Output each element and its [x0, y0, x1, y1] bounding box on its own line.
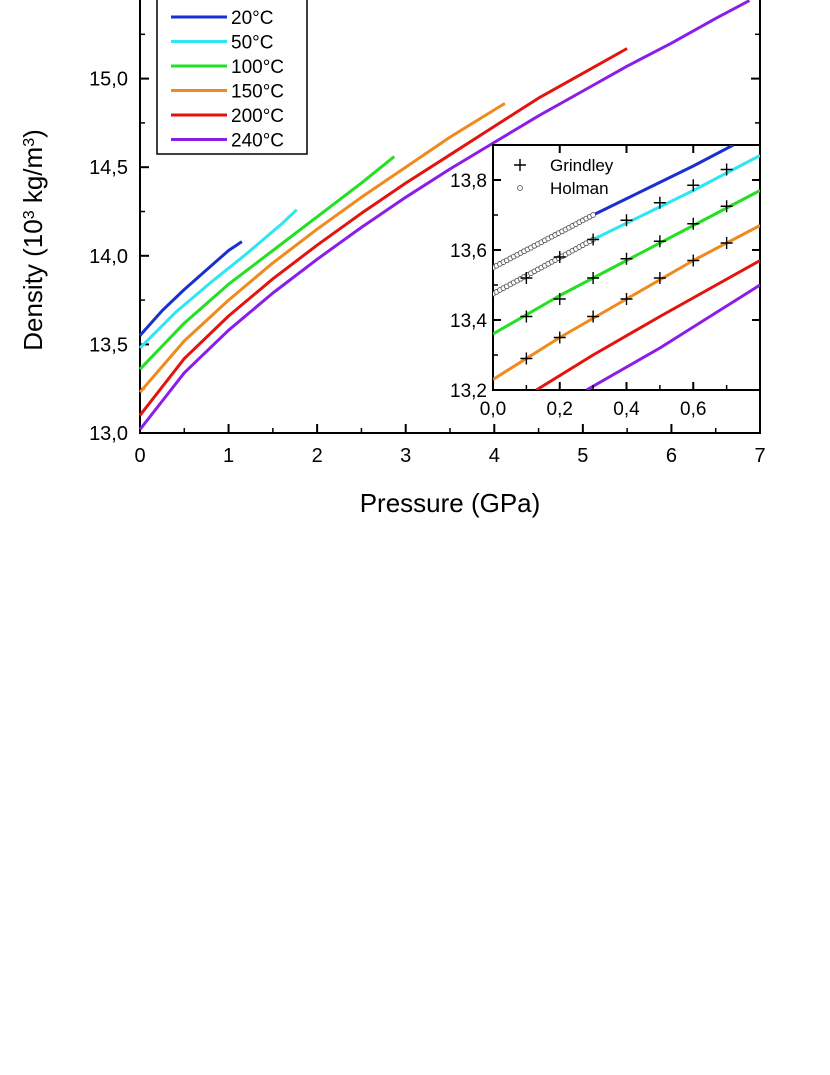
inset-y-tick-label: 13,6	[450, 241, 487, 262]
inset-series-line	[535, 259, 760, 390]
x-tick-label: 7	[754, 445, 765, 467]
grindley-marker	[720, 237, 733, 249]
series-line	[138, 47, 628, 417]
series-line	[138, 0, 751, 431]
y-tick-label: 13,5	[89, 334, 128, 356]
inset-y-tick-label: 13,4	[450, 311, 487, 332]
x-tick-label: 2	[312, 445, 323, 467]
inset-series-group	[493, 145, 760, 390]
x-tick-label: 6	[666, 445, 677, 467]
grindley-marker	[720, 163, 733, 176]
legend-label: 200°C	[231, 106, 284, 127]
grindley-marker	[520, 352, 533, 365]
inset-y-tick-label: 13,8	[450, 171, 487, 192]
legend-label: 150°C	[231, 82, 284, 103]
inset-x-tick-label: 0,0	[480, 399, 506, 420]
inset-x-tick-label: 0,4	[613, 399, 640, 420]
grindley-marker	[653, 272, 666, 284]
grindley-marker	[520, 272, 533, 284]
grindley-marker	[553, 251, 566, 263]
grindley-marker	[620, 214, 633, 227]
inset-series-line	[592, 145, 734, 217]
grindley-marker	[553, 293, 566, 305]
grindley-marker	[687, 179, 700, 192]
inset-legend-holman-label: Holman	[550, 179, 609, 198]
grindley-marker	[687, 217, 700, 230]
inset-legend-holman-symbol	[517, 185, 523, 191]
inset-plot-area: 0,0 0,2 0,4 0,6 13,2 13,4 13,6 13,8 Grindley Holm…	[450, 144, 761, 420]
legend-label: 100°C	[231, 57, 284, 78]
inset-legend-grindley-symbol	[514, 159, 526, 171]
grindley-marker	[587, 233, 600, 246]
y-tick-label: 14,0	[89, 246, 128, 268]
grindley-marker	[620, 293, 633, 305]
grindley-marker	[587, 310, 600, 323]
series-line	[138, 208, 298, 349]
grindley-marker	[520, 310, 533, 323]
legend-label: 50°C	[231, 33, 273, 54]
x-tick-label: 1	[223, 445, 234, 467]
x-tick-label: 4	[489, 445, 500, 467]
grindley-marker	[620, 252, 633, 265]
main-plot-area: 0 1 2 3 4 5 6 7 13,0 13,5 14,0 14,5 15,0 20°C 50°C 100°…	[89, 0, 766, 467]
x-tick-label: 5	[577, 445, 588, 467]
legend-label: 240°C	[231, 131, 284, 152]
series-line	[138, 155, 396, 371]
grindley-marker	[653, 196, 666, 209]
y-tick-label: 13,0	[89, 423, 128, 445]
grindley-marker	[587, 272, 600, 284]
inset-y-tick-label: 13,2	[450, 381, 487, 402]
series-line	[138, 102, 506, 394]
y-tick-label: 14,5	[89, 157, 128, 179]
y-axis-title: Density (103 kg/m3)	[18, 129, 48, 351]
legend-box	[156, 0, 308, 155]
x-tick-label: 0	[134, 445, 145, 467]
grindley-marker	[553, 331, 566, 344]
y-tick-label: 15,0	[89, 69, 128, 91]
grindley-marker	[653, 235, 666, 248]
inset-legend-grindley-label: Grindley	[550, 156, 614, 175]
inset-x-tick-label: 0,6	[680, 399, 706, 420]
grindley-marker	[687, 254, 700, 267]
holman-marker	[590, 212, 596, 218]
series-line	[138, 240, 243, 337]
density-pressure-chart: 0 1 2 3 4 5 6 7 13,0 13,5 14,0 14,5 15,0 20°C 50°C 100°…	[18, 0, 766, 518]
inset-series-line	[585, 283, 760, 390]
x-axis-title: Pressure (GPa)	[360, 488, 541, 518]
grindley-marker	[720, 200, 733, 213]
inset-x-tick-label: 0,2	[547, 399, 573, 420]
x-tick-label: 3	[400, 445, 411, 467]
legend-label: 20°C	[231, 8, 273, 29]
